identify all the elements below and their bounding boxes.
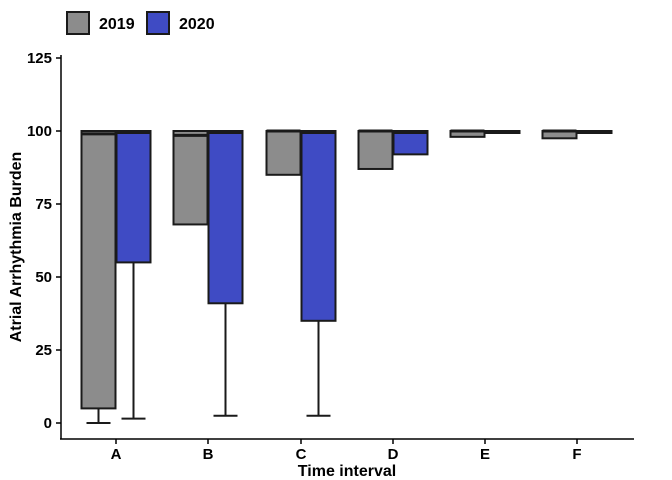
legend: 2019 2020	[66, 11, 215, 35]
x-tick-label: B	[203, 446, 214, 463]
plot-area	[80, 129, 613, 424]
box-2020-A	[115, 130, 152, 420]
x-tick-label: F	[572, 446, 581, 463]
box-body	[115, 130, 152, 264]
box-body	[80, 130, 117, 410]
box-2020-C	[300, 130, 337, 417]
box-body	[300, 130, 337, 322]
box-2019-A	[80, 130, 117, 424]
legend-swatch-2019	[66, 11, 90, 35]
y-tick-label: 125	[27, 50, 52, 67]
box-2019-C	[265, 129, 302, 176]
x-tick-label: E	[480, 446, 490, 463]
x-tick-label: A	[111, 446, 122, 463]
legend-label-2019: 2019	[99, 16, 135, 33]
x-tick-label: C	[296, 446, 307, 463]
box-2019-B	[172, 130, 209, 226]
box-2020-B	[207, 130, 244, 417]
y-tick-label: 100	[27, 123, 52, 140]
y-axis-title: Atrial Arrhythmia Burden	[8, 152, 25, 343]
box-2020-F	[576, 130, 613, 134]
box-2020-E	[484, 130, 521, 134]
x-axis-ticks: A B C D E F	[111, 439, 582, 463]
y-axis-ticks: 0 25 50 75 100 125	[27, 50, 61, 432]
x-tick-label: D	[388, 446, 399, 463]
box-2020-D	[392, 130, 429, 156]
box-body	[172, 130, 209, 226]
x-axis-title: Time interval	[298, 463, 396, 480]
box-body	[265, 130, 302, 176]
legend-label-2020: 2020	[179, 16, 215, 33]
legend-swatch-2020	[146, 11, 170, 35]
box-2019-F	[541, 129, 578, 140]
y-tick-label: 50	[35, 269, 52, 286]
box-body	[357, 130, 394, 170]
box-body	[207, 130, 244, 305]
y-tick-label: 25	[35, 342, 52, 359]
box-2019-E	[449, 129, 486, 138]
box-2019-D	[357, 129, 394, 170]
y-tick-label: 75	[35, 196, 52, 213]
box-body	[392, 130, 429, 156]
y-tick-label: 0	[44, 415, 52, 432]
